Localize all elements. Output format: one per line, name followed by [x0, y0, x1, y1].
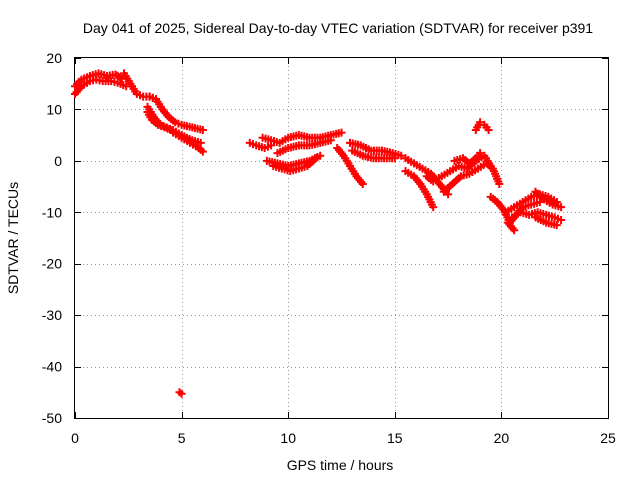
data-point [557, 203, 566, 212]
y-tick-label: 0 [54, 153, 62, 169]
data-point [476, 149, 485, 158]
data-point [510, 226, 519, 235]
data-point [397, 151, 406, 160]
data-point [495, 180, 504, 188]
x-tick-label: 10 [280, 430, 296, 446]
data-point [196, 138, 205, 147]
y-axis-label: SDTVAR / TECUs [5, 182, 21, 294]
data-point [358, 180, 367, 188]
chart-title: Day 041 of 2025, Sidereal Day-to-day VTE… [83, 20, 593, 36]
y-tick-labels: -50 -40 -30 -20 -10 0 10 20 [42, 50, 62, 426]
data-points [71, 69, 566, 398]
x-tick-labels: 0 5 10 15 20 25 [71, 430, 616, 446]
grid-lines [75, 58, 608, 418]
data-point [311, 154, 320, 163]
x-tick-label: 5 [178, 430, 186, 446]
data-point [198, 126, 207, 134]
y-tick-label: -50 [42, 410, 62, 426]
y-tick-label: -10 [42, 204, 62, 220]
data-point [326, 136, 335, 145]
x-tick-label: 0 [71, 430, 79, 446]
data-point [476, 118, 485, 127]
y-tick-label: 20 [46, 50, 62, 66]
y-tick-label: -40 [42, 359, 62, 375]
data-point [484, 126, 493, 134]
x-axis-label: GPS time / hours [287, 457, 394, 473]
data-point [390, 154, 399, 163]
data-point [198, 147, 207, 156]
data-point [337, 128, 346, 137]
data-point [177, 389, 186, 398]
data-point [552, 221, 561, 230]
y-tick-label: -20 [42, 256, 62, 272]
data-point [557, 216, 566, 224]
y-tick-label: 10 [46, 101, 62, 117]
plot-frame [74, 57, 609, 419]
x-tick-label: 25 [600, 430, 616, 446]
x-tick-label: 20 [494, 430, 510, 446]
x-tick-label: 15 [387, 430, 403, 446]
y-tick-label: -30 [42, 307, 62, 323]
data-point [316, 151, 325, 160]
data-point [429, 203, 438, 212]
